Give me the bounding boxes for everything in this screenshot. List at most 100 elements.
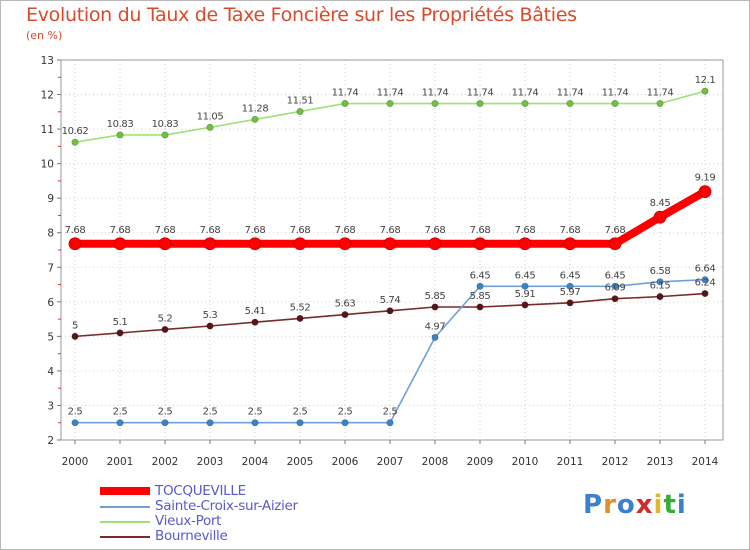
data-point <box>341 311 349 319</box>
data-label: 5.3 <box>203 310 218 321</box>
axes: 2 3 4 5 6 7 8 9 10 11 12 13 2000 2001 2002 2003 2004 2005… <box>41 55 724 468</box>
x-tick-label: 2011 <box>557 456 584 468</box>
data-label: 11.05 <box>197 111 224 122</box>
y-tick-label: 8 <box>47 228 54 240</box>
data-label: 5.91 <box>515 289 536 300</box>
data-label: 11.74 <box>557 88 584 99</box>
data-label: 7.68 <box>605 225 626 236</box>
data-point <box>386 419 394 427</box>
x-tick-label: 2013 <box>647 456 674 468</box>
data-point <box>656 278 664 286</box>
data-label: 2.5 <box>293 407 308 418</box>
logo-letter: x <box>635 490 654 520</box>
data-point <box>341 100 349 108</box>
chart-title: Evolution du Taux de Taxe Foncière sur l… <box>26 4 577 26</box>
x-tick-label: 2006 <box>332 456 359 468</box>
data-label: 11.51 <box>287 95 314 106</box>
data-label: 7.68 <box>470 225 491 236</box>
data-label: 9.19 <box>695 173 716 184</box>
data-label: 6.64 <box>695 264 716 275</box>
data-label: 2.5 <box>158 407 173 418</box>
data-point <box>521 282 529 290</box>
y-tick-label: 6 <box>47 297 54 309</box>
logo-letter: i <box>653 490 664 520</box>
data-label: 5.97 <box>560 287 581 298</box>
data-label: 5 <box>72 320 78 331</box>
data-label: 6.45 <box>515 270 536 281</box>
data-point <box>476 303 484 311</box>
data-point <box>206 322 214 330</box>
data-point <box>518 237 532 251</box>
data-point <box>431 303 439 311</box>
data-label: 11.74 <box>602 88 629 99</box>
data-point <box>293 237 307 251</box>
data-label: 6.09 <box>605 283 626 294</box>
data-point <box>521 301 529 309</box>
logo-letter: r <box>603 490 617 520</box>
data-point <box>521 100 529 108</box>
data-point <box>116 419 124 427</box>
data-label: 2.5 <box>203 407 218 418</box>
x-tick-label: 2000 <box>62 456 89 468</box>
data-label: 5.85 <box>425 291 446 302</box>
data-label: 2.5 <box>383 407 398 418</box>
logo-letter: t <box>663 490 677 520</box>
data-label: 8.45 <box>650 198 671 209</box>
data-label: 6.45 <box>560 270 581 281</box>
data-point <box>113 237 127 251</box>
x-tick-label: 2008 <box>422 456 449 468</box>
data-label: 10.62 <box>62 126 89 137</box>
data-label: 5.52 <box>290 302 311 313</box>
data-point <box>386 100 394 108</box>
data-label: 7.68 <box>200 225 221 236</box>
x-tick-label: 2001 <box>107 456 134 468</box>
data-label: 7.68 <box>515 225 536 236</box>
y-tick-label: 13 <box>41 55 54 67</box>
data-point <box>611 100 619 108</box>
x-tick-label: 2003 <box>197 456 224 468</box>
data-point <box>116 131 124 139</box>
data-label: 7.68 <box>245 225 266 236</box>
data-point <box>431 333 439 341</box>
data-point <box>611 295 619 303</box>
data-point <box>476 100 484 108</box>
y-tick-label: 3 <box>47 400 54 412</box>
data-point <box>476 282 484 290</box>
logo-letter: o <box>616 490 636 520</box>
data-label: 7.68 <box>335 225 356 236</box>
data-label: 5.41 <box>245 306 266 317</box>
data-label: 2.5 <box>113 407 128 418</box>
data-label: 2.5 <box>68 407 83 418</box>
legend-swatch-tocqueville <box>100 487 150 495</box>
data-label: 11.28 <box>242 103 269 114</box>
data-label: 5.74 <box>380 295 401 306</box>
data-point <box>428 237 442 251</box>
data-label: 6.24 <box>695 278 716 289</box>
data-point <box>563 237 577 251</box>
data-point <box>203 237 217 251</box>
legend-label-bourneville: Bourneville <box>155 528 228 544</box>
data-label: 11.74 <box>377 88 404 99</box>
data-label: 6.45 <box>470 270 491 281</box>
data-label: 11.74 <box>647 88 674 99</box>
data-point <box>71 419 79 427</box>
legend-swatch-bourneville <box>100 536 150 538</box>
x-tick-label: 2002 <box>152 456 179 468</box>
data-label: 7.68 <box>155 225 176 236</box>
y-tick-label: 4 <box>47 366 54 378</box>
data-label: 12.1 <box>695 75 716 86</box>
data-point <box>251 419 259 427</box>
legend-swatch-vieux-port <box>100 521 150 523</box>
x-tick-label: 2009 <box>467 456 494 468</box>
data-point <box>158 237 172 251</box>
data-label: 2.5 <box>338 407 353 418</box>
data-label: 7.68 <box>290 225 311 236</box>
data-point <box>656 100 664 108</box>
data-point <box>608 237 622 251</box>
data-label: 7.68 <box>65 225 86 236</box>
y-tick-label: 9 <box>47 193 54 205</box>
plot-area-border <box>60 59 724 441</box>
data-label: 11.74 <box>422 88 449 99</box>
data-point <box>701 276 709 284</box>
y-tick-label: 10 <box>41 159 54 171</box>
